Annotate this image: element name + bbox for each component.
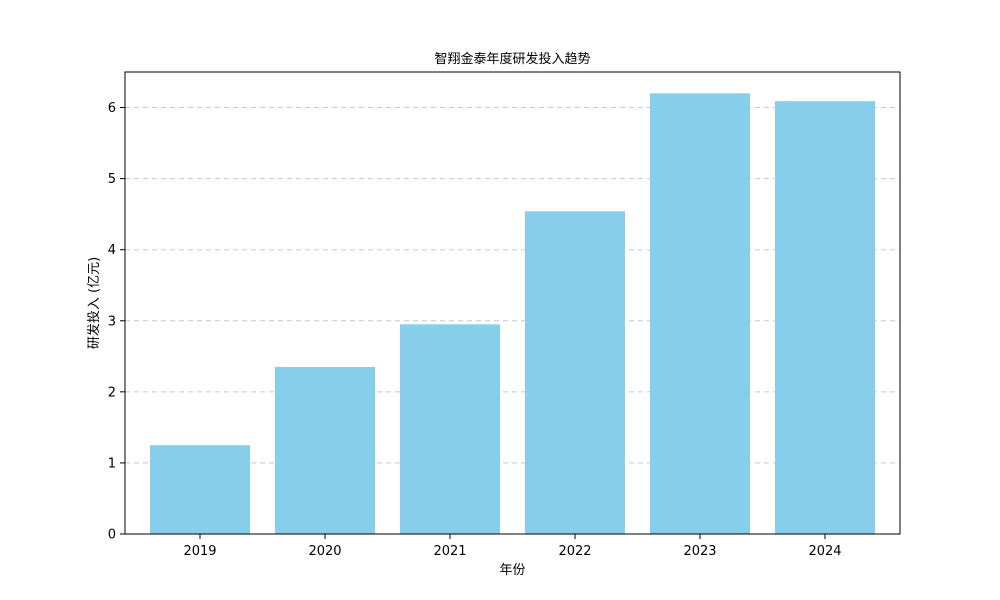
y-axis-label: 研发投入 (亿元)	[86, 257, 102, 349]
bar-2019	[150, 445, 250, 534]
y-tick-label: 3	[108, 314, 116, 329]
x-tick-label-2021: 2021	[433, 544, 466, 559]
y-tick-label: 1	[108, 456, 116, 471]
bar-2022	[525, 211, 625, 534]
plot-frame	[124, 71, 901, 535]
chart-title: 智翔金泰年度研发投入趋势	[434, 51, 590, 67]
x-axis-label: 年份	[499, 563, 525, 578]
bar-2023	[650, 93, 750, 535]
bar-2021	[400, 324, 500, 534]
y-tick-label: 4	[108, 243, 116, 258]
bar-2020	[275, 366, 375, 534]
x-tick-label-2022: 2022	[558, 544, 591, 559]
y-tick-label: 0	[108, 528, 116, 543]
ticks: 0 1 2 3 4 5 6 2019 2020 2021 2022 2023 2024	[108, 101, 842, 559]
grid-lines	[125, 107, 900, 464]
y-tick-label: 2	[108, 385, 116, 400]
y-tick-label: 5	[108, 172, 116, 187]
y-tick-label: 6	[108, 101, 116, 116]
x-tick-label-2020: 2020	[308, 544, 341, 559]
bars	[150, 93, 875, 535]
bar-2024	[775, 101, 875, 534]
x-tick-label-2023: 2023	[683, 544, 716, 559]
x-tick-label-2024: 2024	[808, 544, 841, 559]
x-tick-label-2019: 2019	[183, 544, 216, 559]
